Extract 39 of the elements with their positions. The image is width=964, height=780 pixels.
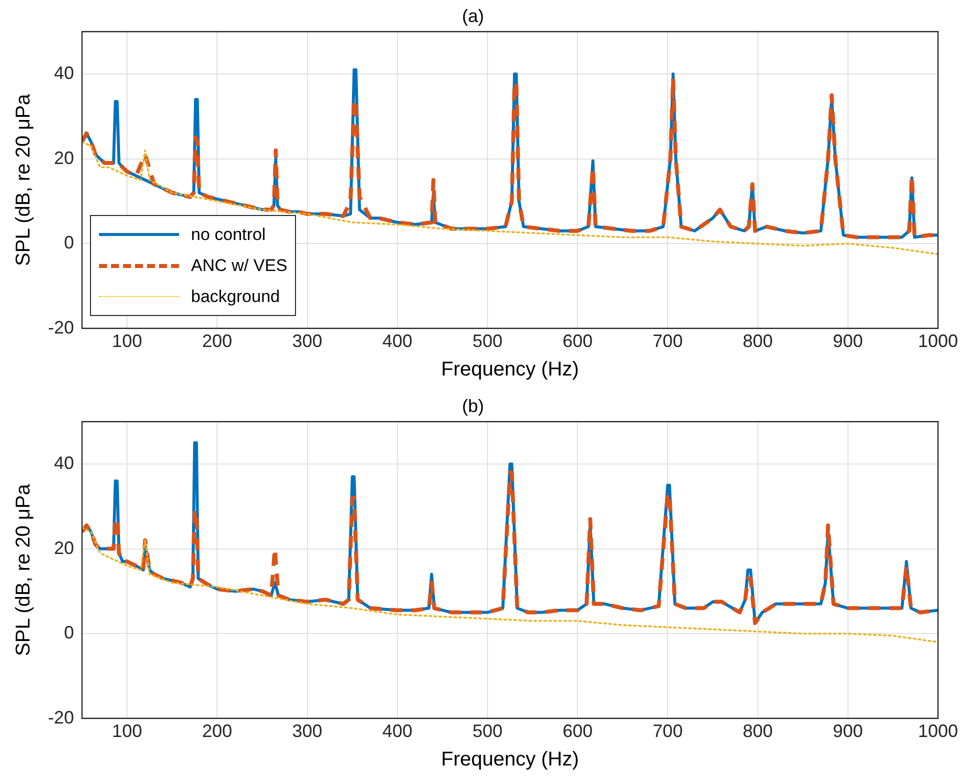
- x-tick-label: 500: [472, 331, 503, 352]
- x-tick-label: 600: [562, 331, 593, 352]
- legend-label: no control: [191, 224, 266, 245]
- legend-label: background: [191, 286, 280, 307]
- x-tick-label: 300: [292, 331, 322, 352]
- y-tick-label: -20: [48, 707, 74, 728]
- y-axis-title: SPL (dB, re 20 μPa: [12, 93, 35, 266]
- y-tick-label: 20: [54, 538, 74, 558]
- x-tick-label: 700: [652, 331, 683, 352]
- x-tick-label: 100: [112, 331, 142, 352]
- x-tick-label: 900: [832, 721, 863, 742]
- y-tick-label: 20: [54, 148, 74, 168]
- x-tick-label: 400: [382, 331, 412, 352]
- x-tick-label: 300: [292, 721, 322, 742]
- legend-label: ANC w/ VES: [191, 256, 288, 276]
- y-tick-label: 40: [54, 62, 74, 83]
- chart-title: (a): [462, 6, 484, 26]
- y-tick-label: 0: [64, 232, 74, 253]
- y-tick-label: 0: [64, 622, 74, 643]
- x-tick-label: 100: [112, 721, 142, 742]
- y-tick-label: 40: [54, 452, 74, 473]
- x-tick-label: 1000: [918, 721, 958, 742]
- line-series: [82, 526, 938, 643]
- x-tick-label: 800: [742, 721, 773, 742]
- line-series: [82, 140, 938, 256]
- x-tick-label: 900: [832, 331, 863, 352]
- x-axis-title: Frequency (Hz): [441, 358, 579, 381]
- x-tick-label: 600: [562, 721, 593, 742]
- y-tick-label: -20: [48, 317, 74, 338]
- chart-title: (b): [462, 396, 484, 416]
- x-tick-label: 200: [202, 331, 232, 352]
- x-tick-label: 800: [742, 331, 773, 352]
- x-tick-label: 400: [382, 721, 412, 742]
- x-tick-label: 200: [202, 721, 232, 742]
- x-tick-label: 500: [472, 721, 503, 742]
- y-axis-title: SPL (dB, re 20 μPa: [12, 483, 35, 656]
- x-tick-label: 1000: [918, 331, 958, 352]
- x-tick-label: 700: [652, 721, 683, 742]
- x-axis-title: Frequency (Hz): [441, 748, 579, 771]
